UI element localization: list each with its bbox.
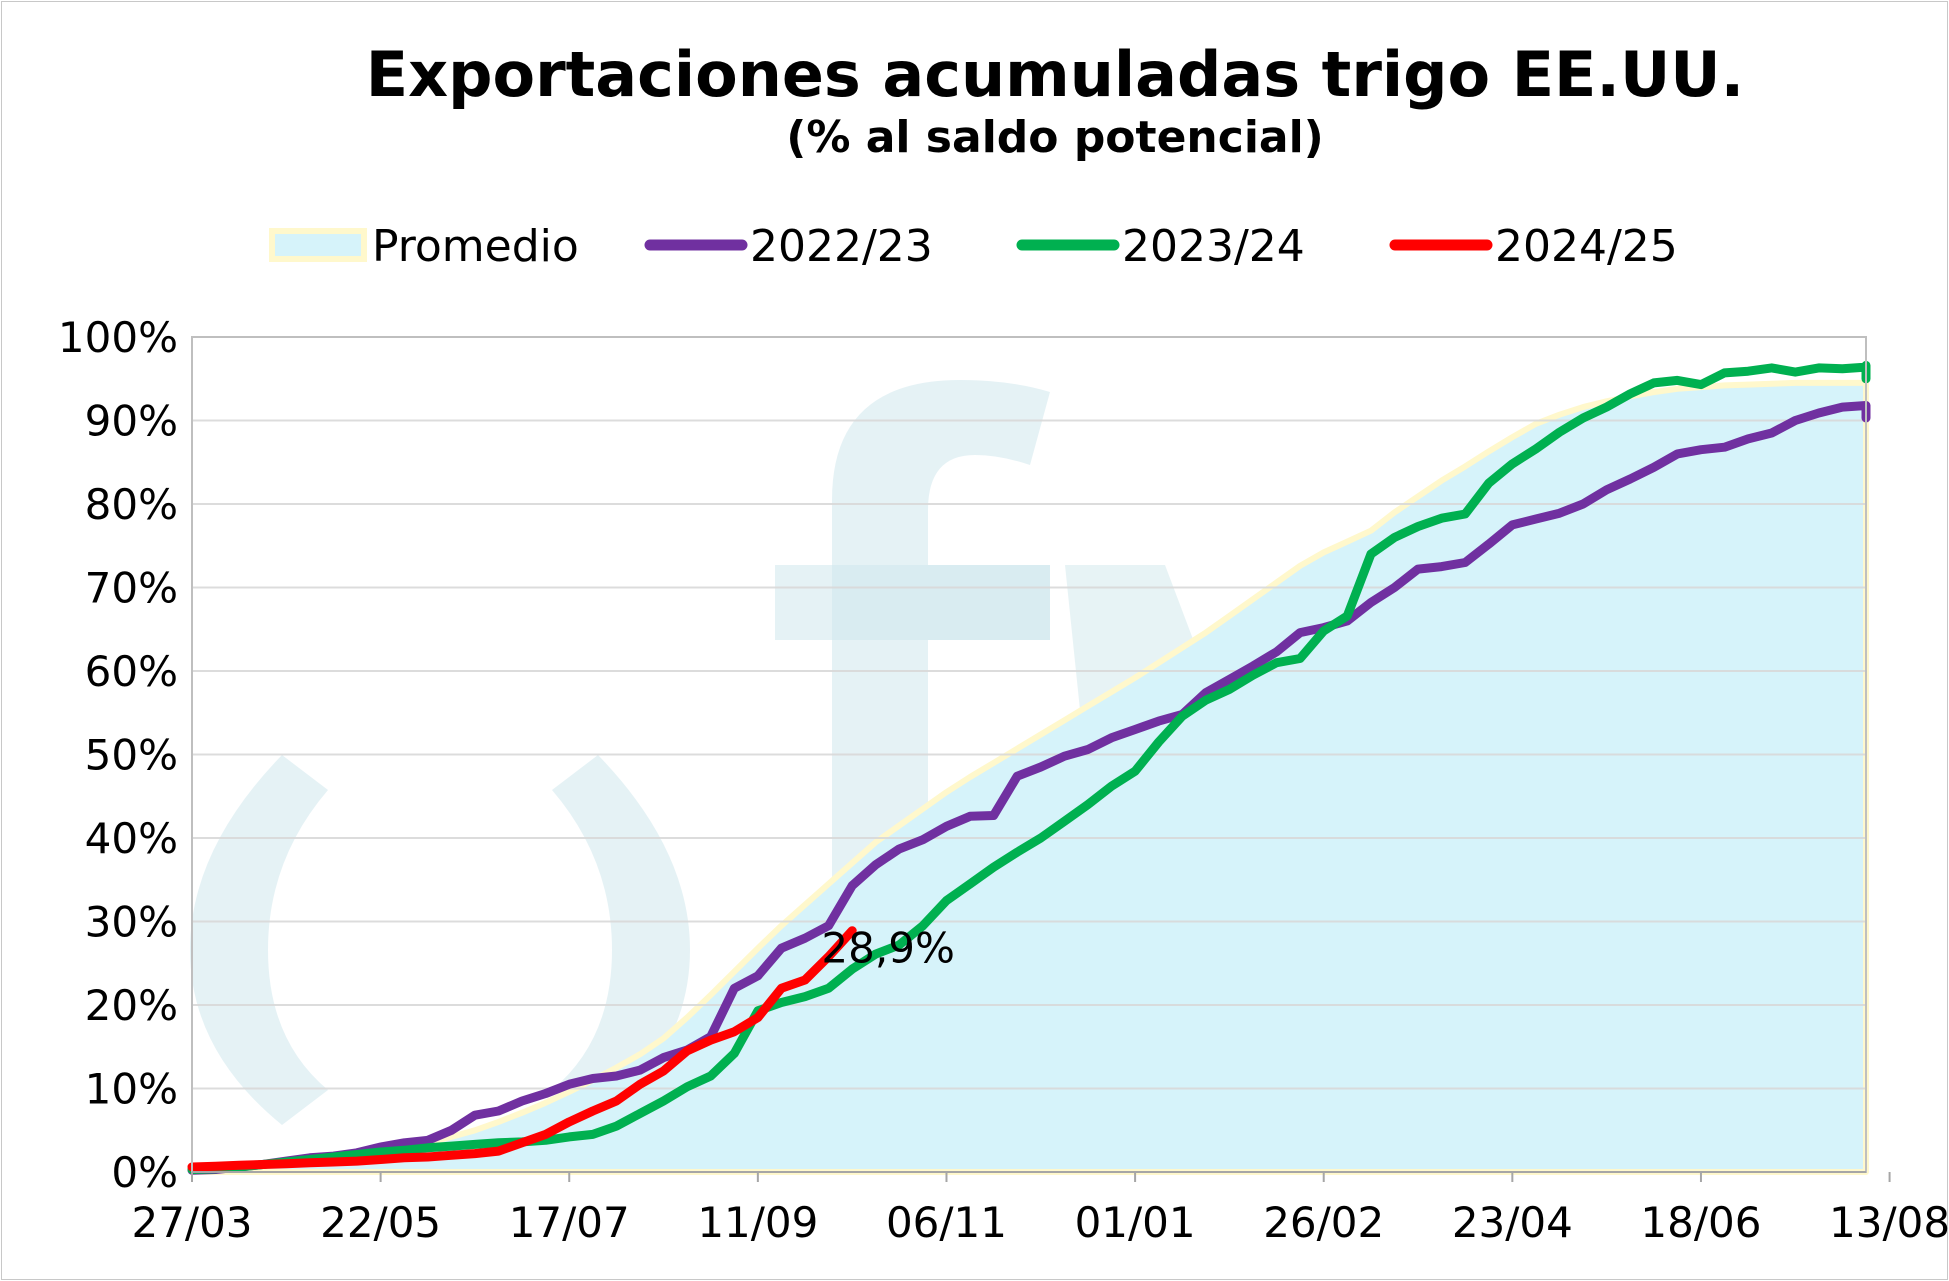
y-tick-label: 90%	[85, 397, 178, 446]
y-tick-label: 40%	[85, 814, 178, 863]
x-tick-label: 27/03	[131, 1198, 252, 1247]
watermark-f-bar	[775, 565, 1050, 640]
x-tick-label: 01/01	[1075, 1198, 1196, 1247]
annotation-last-value: 28,9%	[821, 924, 954, 973]
x-tick-label: 13/08	[1829, 1198, 1949, 1247]
y-tick-label: 60%	[85, 647, 178, 696]
y-tick-label: 10%	[85, 1065, 178, 1114]
y-tick-label: 70%	[85, 564, 178, 613]
y-tick-label: 100%	[58, 313, 178, 362]
series-area-promedio	[189, 379, 1869, 1175]
series-line-2022-23	[187, 401, 1871, 1175]
x-tick-label: 18/06	[1640, 1198, 1761, 1247]
legend-label-promedio: Promedio	[372, 221, 579, 272]
y-tick-label: 20%	[85, 981, 178, 1030]
series-line-2024-25	[187, 926, 857, 1172]
watermark-arc-right	[552, 755, 690, 1125]
x-tick-label: 11/09	[697, 1198, 818, 1247]
y-tick-label: 80%	[85, 480, 178, 529]
series-line-2023-24	[187, 360, 1871, 1174]
x-tick-label: 26/02	[1263, 1198, 1384, 1247]
watermark-arc-left	[190, 755, 328, 1125]
x-tick-label: 06/11	[886, 1198, 1007, 1247]
x-tick-label: 17/07	[509, 1198, 630, 1247]
legend-label-2022-23: 2022/23	[750, 221, 933, 272]
chart-subtitle: (% al saldo potencial)	[786, 112, 1324, 163]
y-tick-label: 30%	[85, 898, 178, 947]
legend-label-2024-25: 2024/25	[1495, 221, 1678, 272]
chart-title: Exportaciones acumuladas trigo EE.UU.	[365, 38, 1745, 111]
legend-label-2023-24: 2023/24	[1122, 221, 1305, 272]
x-tick-label: 23/04	[1452, 1198, 1573, 1247]
x-tick-label: 22/05	[320, 1198, 441, 1247]
y-tick-label: 50%	[85, 731, 178, 780]
legend-swatch-promedio	[269, 228, 367, 262]
y-tick-label: 0%	[111, 1148, 178, 1197]
